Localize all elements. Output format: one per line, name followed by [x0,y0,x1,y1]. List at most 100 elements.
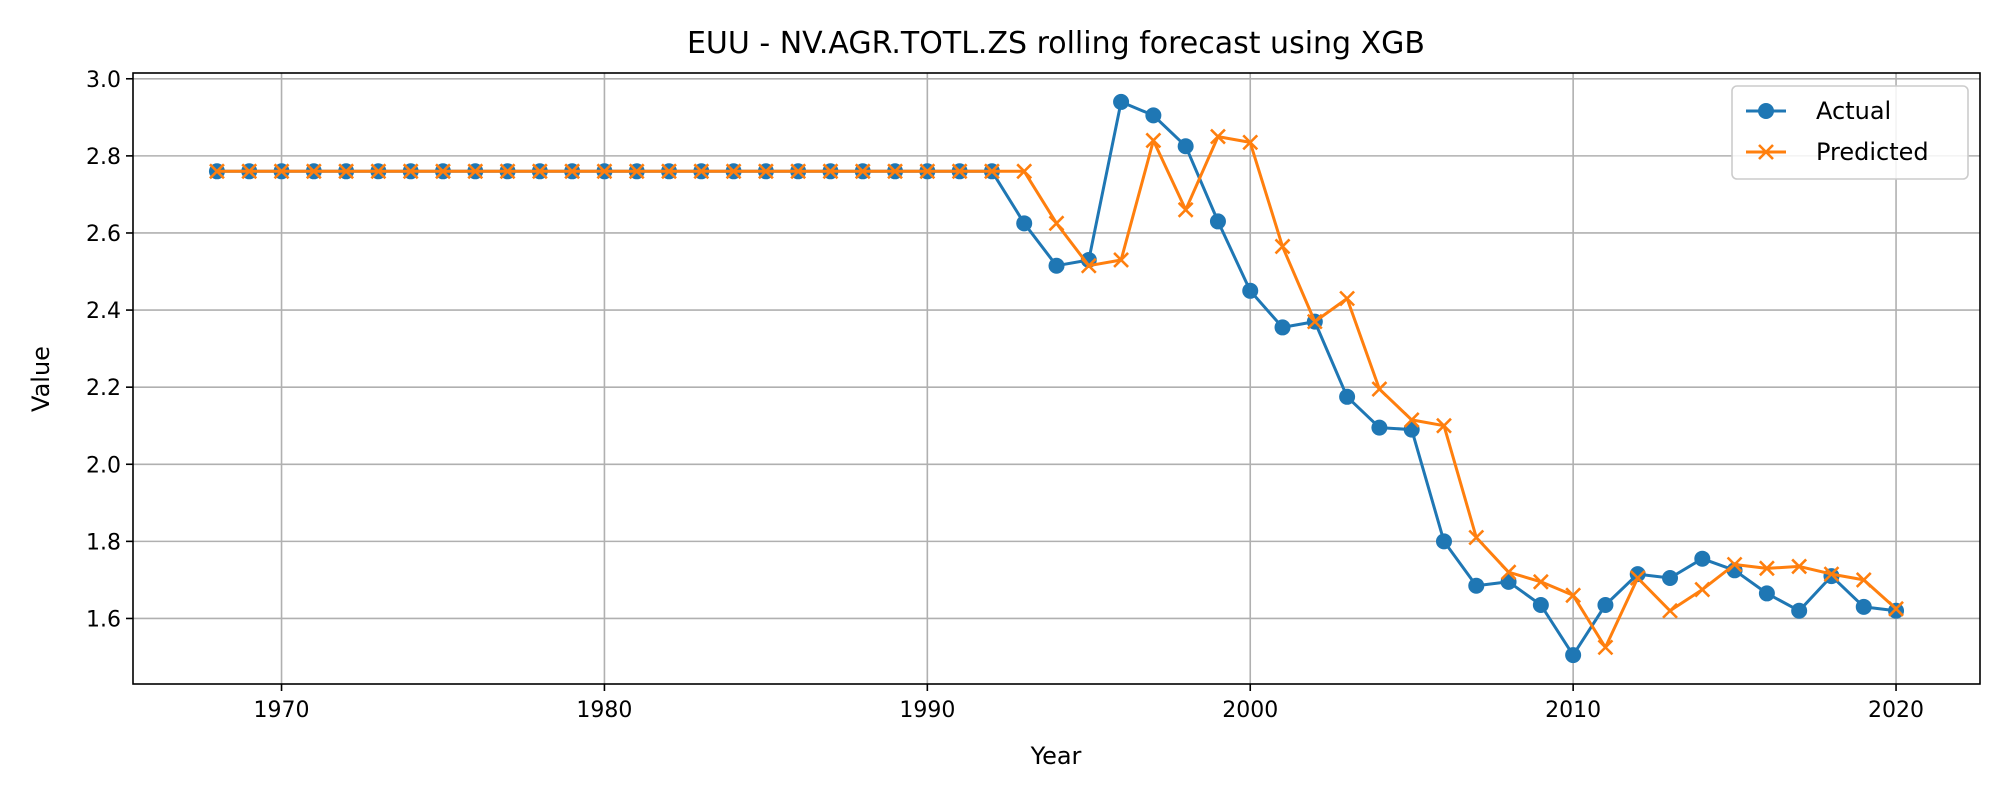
data-point-predicted [1177,201,1194,218]
data-point-actual [1629,566,1646,583]
chart-title: EUU - NV.AGR.TOTL.ZS rolling forecast us… [687,26,1425,61]
legend-actual-label: Actual [1816,97,1891,125]
data-point-predicted [273,163,290,180]
data-point-predicted [241,163,258,180]
data-point-actual [1113,93,1130,110]
data-point-predicted [887,163,903,180]
y-tick-label: 2.6 [86,222,121,247]
data-point-predicted [693,163,710,180]
data-point-predicted [628,163,645,180]
data-point-predicted [564,163,581,180]
data-point-predicted [661,163,677,180]
y-tick-label: 2.8 [86,145,121,170]
data-point-predicted [790,163,807,180]
data-point-predicted [757,163,774,180]
data-point-predicted [1791,558,1808,575]
data-point-predicted [1694,581,1711,598]
data-point-actual [1048,257,1065,274]
data-point-predicted [1565,587,1582,604]
data-point-predicted [1339,290,1356,307]
data-point-actual [1339,388,1356,405]
data-point-predicted [1855,571,1872,588]
data-point-predicted [1080,257,1097,274]
data-point-predicted [1726,556,1743,573]
legend-predicted-marker [1758,144,1774,160]
data-point-predicted [822,163,839,180]
data-point-predicted [1629,570,1646,586]
legend-predicted-label: Predicted [1816,138,1929,166]
data-point-actual [1597,596,1614,613]
data-point-actual [1242,282,1259,299]
data-point-predicted [1888,600,1904,617]
data-point-predicted [1048,215,1065,232]
data-point-actual [1662,569,1679,586]
plot-frame [132,72,1981,685]
legend-box [1731,85,1969,180]
data-point-predicted [338,163,355,180]
y-tick-label: 2.4 [86,299,121,324]
data-point-predicted [854,163,871,180]
data-point-predicted [531,163,548,180]
data-point-actual [1371,419,1388,436]
x-tick-label: 1980 [576,698,632,723]
data-point-actual [1274,319,1291,336]
data-point-predicted [1306,313,1323,330]
x-tick-label: 2010 [1545,698,1601,723]
data-point-predicted [725,163,742,180]
data-point-predicted [984,163,1000,180]
data-point-predicted [1145,132,1162,149]
data-point-predicted [305,163,322,180]
legend-actual-marker [1758,103,1774,119]
x-tick-label: 2000 [1222,698,1278,723]
data-point-actual [1177,138,1194,155]
legend: Actual Predicted [1731,85,1969,180]
data-point-predicted [1016,163,1033,180]
data-point-predicted [402,163,419,180]
x-tick-label: 1990 [899,698,955,723]
data-point-predicted [370,163,387,180]
data-point-actual [1145,107,1162,124]
data-point-actual [1855,598,1872,615]
data-point-predicted [951,163,968,180]
data-point-predicted [1662,602,1678,619]
data-point-predicted [1274,238,1291,255]
series-predicted [209,128,1904,656]
data-point-predicted [1823,566,1840,583]
data-point-predicted [467,163,484,180]
x-tick-label: 2020 [1868,698,1924,723]
data-point-predicted [1468,529,1485,546]
x-tick-label: 1970 [254,698,310,723]
data-point-predicted [596,163,613,180]
y-tick-label: 2.0 [86,453,121,478]
data-point-predicted [1500,564,1517,581]
x-axis-label: Year [1030,742,1082,770]
y-tick-label: 1.6 [86,607,121,632]
data-point-predicted [499,163,516,180]
data-point-predicted [1210,128,1226,145]
data-point-predicted [1371,381,1388,398]
axis-ticks: 1970 1980 1990 2000 2010 2020 1.6 1.8 2.0 2.2 2.4 2… [86,68,1924,723]
data-point-predicted [1532,573,1549,590]
data-point-actual [1435,533,1452,550]
series-layer [208,93,1905,664]
data-point-actual [1209,213,1226,230]
data-point-predicted [1113,252,1129,268]
data-point-predicted [435,163,451,180]
data-point-actual [1468,577,1485,594]
data-point-predicted [1436,417,1452,434]
data-point-actual [1758,585,1775,602]
data-point-actual [1016,215,1033,232]
y-tick-label: 1.8 [86,530,121,555]
data-point-actual [1532,596,1549,613]
data-point-predicted [1758,560,1775,577]
data-point-predicted [919,163,936,180]
y-tick-label: 2.2 [86,376,121,401]
data-point-predicted [1242,134,1259,151]
data-point-actual [1565,647,1582,664]
data-point-actual [1694,550,1711,567]
data-point-actual [1791,602,1808,619]
data-point-predicted [1403,412,1420,428]
y-tick-label: 3.0 [86,68,121,93]
